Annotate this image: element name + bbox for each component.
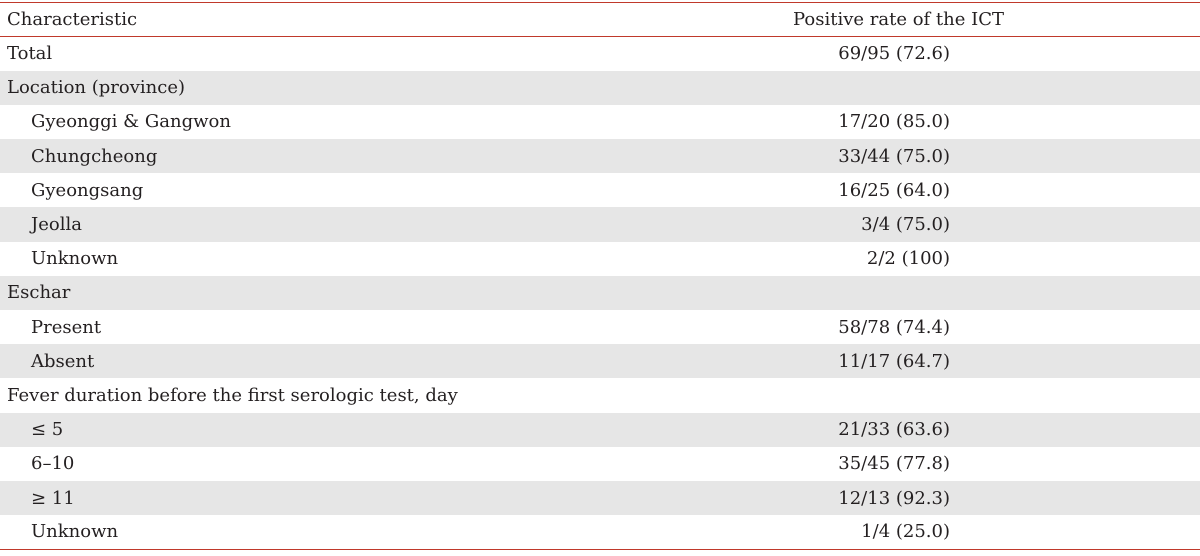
row-label: Eschar xyxy=(0,275,760,310)
table-row: Total 69/95 (72.6) xyxy=(0,37,1200,71)
table-row: Gyeongsang 16/25 (64.0) xyxy=(0,173,1200,207)
header-row: Characteristic Positive rate of the ICT xyxy=(0,2,1200,37)
table-row: Fever duration before the first serologi… xyxy=(0,378,1200,412)
row-value: 58/78 (74.4) xyxy=(838,316,950,338)
table-row: Location (province) xyxy=(0,70,1200,105)
row-value: 69/95 (72.6) xyxy=(838,43,950,65)
row-label: ≤ 5 xyxy=(0,412,760,447)
row-value: 35/45 (77.8) xyxy=(838,453,950,475)
table-row: 6–10 35/45 (77.8) xyxy=(0,447,1200,481)
row-label: Location (province) xyxy=(0,70,760,105)
row-label: Unknown xyxy=(0,515,760,550)
row-value: 3/4 (75.0) xyxy=(861,214,950,236)
row-label: Fever duration before the first serologi… xyxy=(7,384,458,406)
row-label: Unknown xyxy=(31,248,119,270)
row-label: Gyeongsang xyxy=(31,179,144,201)
row-value: 1/4 (25.0) xyxy=(861,521,950,543)
row-label: Gyeonggi & Gangwon xyxy=(31,111,231,133)
table-row: Unknown 2/2 (100) xyxy=(0,242,1200,276)
row-label: Jeolla xyxy=(0,207,760,242)
row-label: Total xyxy=(7,43,53,65)
table-row: Present 58/78 (74.4) xyxy=(0,310,1200,344)
row-value: 2/2 (100) xyxy=(866,248,950,270)
row-value: 16/25 (64.0) xyxy=(838,179,950,201)
header-positive-rate: Positive rate of the ICT xyxy=(760,2,1200,37)
row-label: ≥ 11 xyxy=(0,480,760,516)
row-value: 21/33 (63.6) xyxy=(838,419,950,441)
row-value: 12/13 (92.3) xyxy=(838,487,950,509)
row-value: 17/20 (85.0) xyxy=(838,111,950,133)
header-characteristic: Characteristic xyxy=(0,2,760,37)
table-row: Gyeonggi & Gangwon 17/20 (85.0) xyxy=(0,105,1200,139)
row-value: 11/17 (64.7) xyxy=(838,350,950,372)
table-row: Absent 11/17 (64.7) xyxy=(0,344,1200,379)
row-label: 6–10 xyxy=(31,453,75,475)
table-row: Unknown 1/4 (25.0) xyxy=(0,515,1200,550)
row-label: Chungcheong xyxy=(0,139,760,174)
table-row: ≥ 11 12/13 (92.3) xyxy=(0,480,1200,516)
table-row: Chungcheong 33/44 (75.0) xyxy=(0,139,1200,174)
row-label: Absent xyxy=(0,344,760,379)
row-label: Present xyxy=(31,316,102,338)
table-row: Eschar xyxy=(0,275,1200,310)
table-row: ≤ 5 21/33 (63.6) xyxy=(0,412,1200,447)
table-row: Jeolla 3/4 (75.0) xyxy=(0,207,1200,242)
row-value: 33/44 (75.0) xyxy=(838,145,950,167)
